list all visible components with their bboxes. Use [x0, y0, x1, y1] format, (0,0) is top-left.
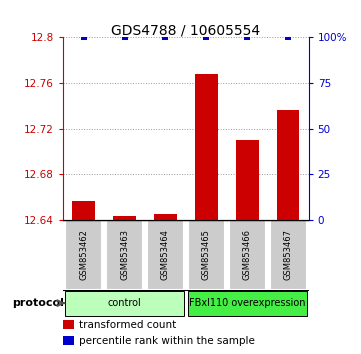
Bar	[113, 217, 136, 220]
Text: transformed count: transformed count	[79, 320, 177, 330]
Bar	[65, 291, 184, 316]
Text: GSM853466: GSM853466	[243, 229, 252, 280]
Text: control: control	[108, 298, 142, 308]
Text: GSM853462: GSM853462	[79, 229, 88, 280]
Bar	[147, 220, 184, 290]
Bar	[63, 320, 74, 329]
Bar	[188, 220, 225, 290]
Bar	[63, 336, 74, 345]
Bar	[229, 220, 266, 290]
Bar	[106, 220, 143, 290]
Text: protocol: protocol	[12, 298, 64, 308]
Text: GSM853467: GSM853467	[284, 229, 293, 280]
Bar	[154, 214, 177, 220]
Text: FBxl110 overexpression: FBxl110 overexpression	[189, 298, 305, 308]
Text: GSM853463: GSM853463	[120, 229, 129, 280]
Text: GSM853465: GSM853465	[202, 229, 211, 280]
Bar	[72, 200, 95, 220]
Bar	[236, 140, 258, 220]
Bar	[277, 110, 299, 220]
Bar	[65, 220, 102, 290]
Text: percentile rank within the sample: percentile rank within the sample	[79, 336, 255, 346]
Bar	[195, 74, 218, 220]
Text: GSM853464: GSM853464	[161, 229, 170, 280]
Bar	[270, 220, 307, 290]
Text: GDS4788 / 10605554: GDS4788 / 10605554	[111, 23, 261, 37]
Bar	[188, 291, 307, 316]
